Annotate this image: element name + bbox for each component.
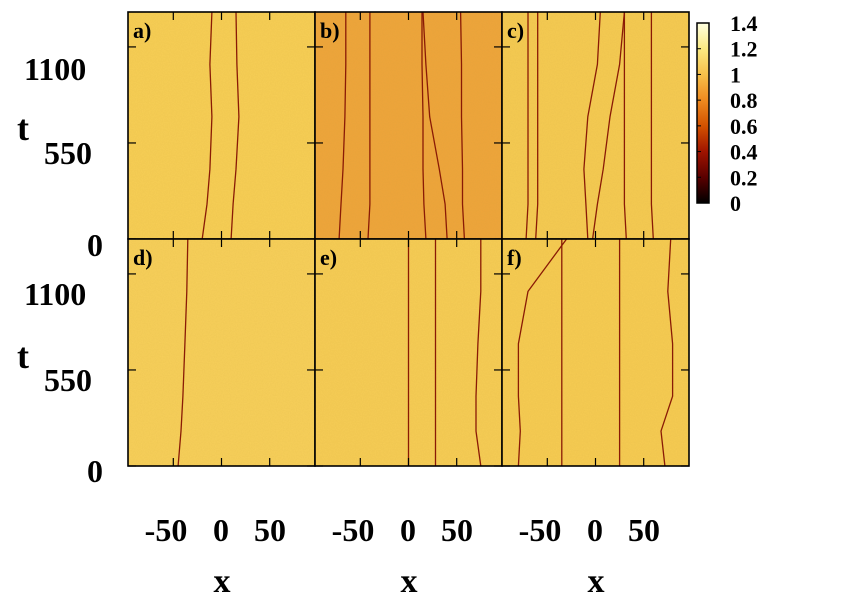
defect-line (535, 12, 539, 240)
colorbar-tick-label: 1.4 (730, 11, 758, 36)
x-axis-label: x (588, 563, 605, 600)
y-tick-top-0: 0 (87, 227, 103, 263)
defect-line (475, 239, 482, 467)
x-axis-labels: -50 0 50 x -50 0 50 x -50 0 50 x (145, 512, 660, 600)
panel-label: d) (133, 245, 153, 270)
colorbar-strip (696, 22, 710, 204)
panel-label: f) (507, 245, 522, 270)
defect-line (421, 12, 427, 240)
x-tick-label: 50 (254, 512, 286, 548)
x-tick-label: -50 (145, 512, 188, 548)
colorbar-tick-label: 1.2 (730, 37, 758, 62)
defect-line (623, 12, 627, 240)
panel-a: a) (127, 11, 316, 240)
panel-label: c) (507, 18, 524, 43)
panel-label: b) (320, 18, 340, 43)
panel-texture (502, 12, 689, 239)
panel-label: e) (320, 245, 337, 270)
defect-line (525, 12, 529, 240)
colorbar-tick-label: 0 (730, 191, 741, 216)
panel-texture (128, 12, 315, 239)
defect-line (177, 238, 189, 467)
defect-line (517, 238, 568, 467)
defect-line (650, 12, 654, 240)
x-tick-label: 0 (400, 512, 416, 548)
colorbar-tick-label: 0.2 (730, 165, 758, 190)
x-axis-label: x (214, 563, 231, 600)
y-axis-label-bottom: t (17, 336, 29, 376)
panel-c: c) (501, 11, 690, 240)
defect-line (367, 12, 371, 240)
colorbar: 00.20.40.60.811.21.4 (696, 11, 758, 216)
x-tick-label: 0 (213, 512, 229, 548)
colorbar-tick-label: 1 (730, 62, 741, 87)
defect-line (591, 11, 626, 240)
panel-texture (128, 239, 315, 466)
defect-line (583, 11, 601, 240)
panel-frame (501, 238, 690, 467)
colorbar-tick-label: 0.8 (730, 88, 758, 113)
defect-line (459, 11, 466, 240)
panel-f: f) (501, 238, 690, 467)
panel-e: e) (314, 238, 503, 467)
y-tick-top-550: 550 (44, 135, 92, 171)
panel-label: a) (133, 18, 151, 43)
x-axis-label: x (401, 563, 418, 600)
defect-line (660, 238, 674, 467)
colorbar-tick-label: 0.6 (730, 114, 758, 139)
panel-d: d) (127, 238, 316, 467)
y-tick-top-1100: 1100 (24, 51, 86, 87)
defect-line (230, 11, 240, 240)
x-tick-label: -50 (332, 512, 375, 548)
panel-b: b) (314, 11, 503, 240)
y-tick-bottom-0: 0 (87, 453, 103, 489)
y-axis-label-top: t (17, 108, 29, 148)
panel-texture (502, 239, 689, 466)
defect-line (422, 11, 448, 240)
x-tick-label: 50 (441, 512, 473, 548)
x-tick-label: 0 (587, 512, 603, 548)
colorbar-tick-label: 0.4 (730, 140, 758, 165)
panel-grid: a) b) c) d) e) f) (127, 11, 690, 467)
defect-line (201, 11, 213, 240)
defect-line (338, 12, 347, 240)
y-tick-bottom-1100: 1100 (24, 276, 86, 312)
x-tick-label: -50 (519, 512, 562, 548)
x-tick-label: 50 (628, 512, 660, 548)
panel-texture (315, 12, 502, 239)
y-tick-bottom-550: 550 (44, 362, 92, 398)
